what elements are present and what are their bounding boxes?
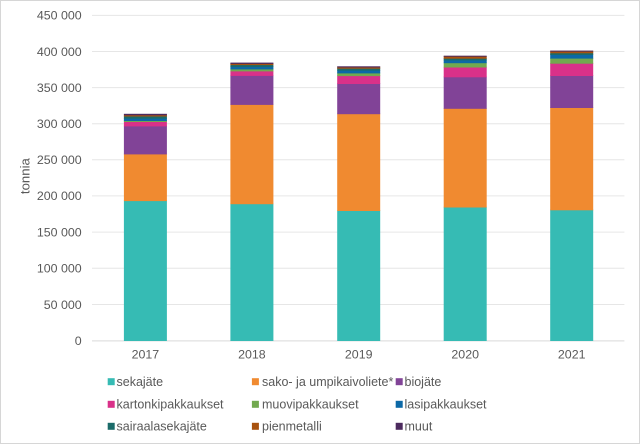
svg-text:2017: 2017 [132, 348, 160, 362]
svg-text:2021: 2021 [558, 348, 586, 362]
svg-text:pienmetalli: pienmetalli [262, 419, 322, 433]
svg-text:200 000: 200 000 [37, 189, 82, 203]
svg-text:kartonkipakkaukset: kartonkipakkaukset [117, 398, 225, 412]
svg-text:lasipakkaukset: lasipakkaukset [405, 398, 488, 412]
svg-text:2019: 2019 [345, 348, 373, 362]
svg-text:tonnia: tonnia [18, 157, 33, 194]
svg-text:450 000: 450 000 [37, 9, 82, 23]
svg-text:biojäte: biojäte [405, 375, 442, 389]
svg-text:300 000: 300 000 [37, 117, 82, 131]
svg-text:sekajäte: sekajäte [117, 375, 164, 389]
svg-text:150 000: 150 000 [37, 225, 82, 239]
svg-text:sako- ja umpikaivoliete*: sako- ja umpikaivoliete* [262, 375, 393, 389]
svg-text:400 000: 400 000 [37, 45, 82, 59]
svg-text:sairaalasekajäte: sairaalasekajäte [117, 419, 207, 433]
svg-text:0: 0 [75, 334, 82, 348]
svg-text:muut: muut [405, 419, 433, 433]
svg-text:2020: 2020 [451, 348, 479, 362]
svg-text:2018: 2018 [238, 348, 266, 362]
svg-text:muovipakkaukset: muovipakkaukset [262, 398, 359, 412]
svg-text:350 000: 350 000 [37, 81, 82, 95]
svg-text:250 000: 250 000 [37, 153, 82, 167]
svg-text:50 000: 50 000 [44, 298, 82, 312]
svg-text:100 000: 100 000 [37, 262, 82, 276]
